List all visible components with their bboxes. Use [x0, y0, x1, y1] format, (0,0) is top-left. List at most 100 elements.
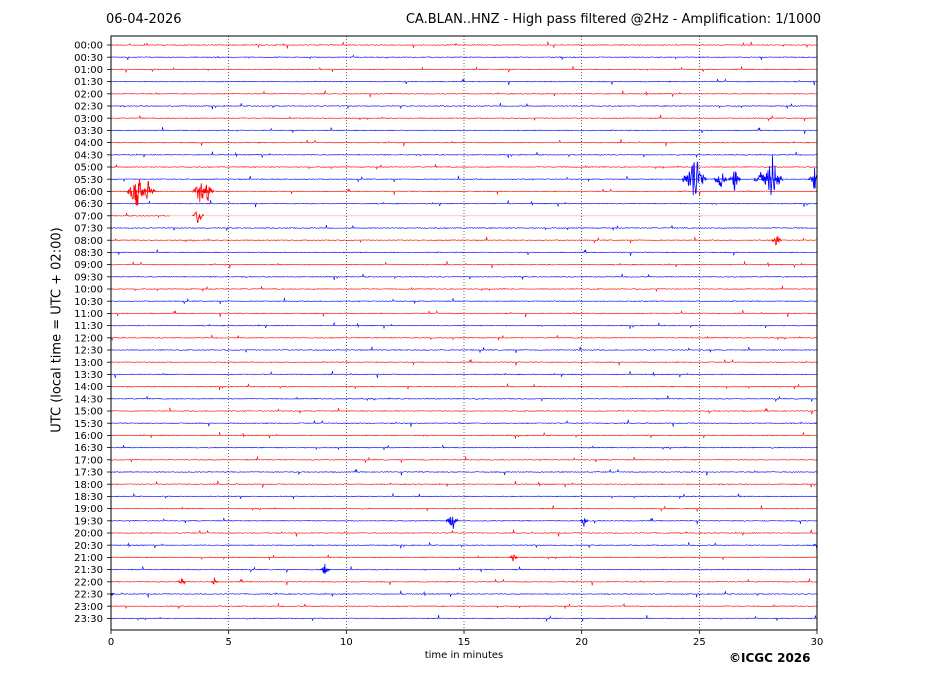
trace-0700: [110, 212, 170, 219]
trace-0830: [110, 249, 817, 256]
x-axis-label: time in minutes: [424, 650, 504, 661]
event-burst: [727, 171, 742, 191]
trace-1030: [110, 297, 817, 305]
row-label: 17:30: [74, 468, 103, 479]
trace-2100: [110, 554, 817, 561]
row-label: 09:30: [74, 272, 103, 283]
row-label: 11:30: [74, 321, 103, 332]
trace-1100: [110, 309, 817, 318]
row-label: 13:00: [74, 358, 103, 369]
row-label: 00:30: [74, 53, 103, 64]
row-label: 09:00: [74, 260, 103, 271]
event-burst: [713, 173, 728, 188]
row-label: 02:30: [74, 102, 103, 113]
x-tick-label: 10: [340, 637, 353, 648]
trace-1000: [110, 285, 817, 293]
row-label: 15:30: [74, 419, 103, 430]
row-label: 08:30: [74, 248, 103, 259]
trace-0900: [110, 261, 817, 269]
x-tick-label: 30: [811, 637, 824, 648]
x-tick-label: 25: [693, 637, 706, 648]
event-burst: [177, 578, 186, 585]
event-burst: [579, 518, 589, 527]
trace-0330: [110, 127, 817, 134]
trace-0530: [110, 175, 817, 183]
event-burst: [681, 161, 707, 196]
row-label: 12:00: [74, 333, 103, 344]
row-label: 08:00: [74, 236, 103, 247]
trace-2330: [110, 614, 817, 622]
row-label: 10:30: [74, 297, 103, 308]
trace-1300: [110, 358, 817, 366]
row-label: 14:00: [74, 382, 103, 393]
trace-0800: [110, 236, 817, 244]
trace-2230: [110, 590, 817, 598]
row-label: 11:00: [74, 309, 103, 320]
row-label: 15:00: [74, 407, 103, 418]
trace-0400: [110, 139, 817, 147]
trace-0500: [110, 164, 817, 171]
event-burst: [192, 183, 209, 203]
trace-0430: [110, 151, 817, 159]
row-label: 04:30: [74, 150, 103, 161]
row-label: 14:30: [74, 394, 103, 405]
row-label: 23:00: [74, 602, 103, 613]
row-label: 20:30: [74, 541, 103, 552]
row-label: 12:30: [74, 346, 103, 357]
event-burst: [509, 553, 518, 562]
trace-1530: [110, 419, 817, 427]
trace-1430: [110, 395, 817, 403]
event-burst: [808, 167, 818, 189]
row-label: 06:30: [74, 199, 103, 210]
trace-2130: [110, 566, 817, 574]
trace-1900: [110, 505, 817, 513]
trace-1600: [110, 432, 817, 439]
trace-0600: [110, 188, 817, 196]
row-label: 13:30: [74, 370, 103, 381]
row-label: 22:30: [74, 590, 103, 601]
trace-0000: [110, 41, 817, 49]
x-tick-label: 15: [458, 637, 471, 648]
row-label: 20:00: [74, 529, 103, 540]
x-tick-label: 0: [108, 637, 114, 648]
row-label: 06:00: [74, 187, 103, 198]
trace-2030: [110, 542, 817, 549]
row-label: 10:00: [74, 285, 103, 296]
row-label: 03:00: [74, 114, 103, 125]
row-label: 01:30: [74, 77, 103, 88]
row-label: 07:00: [74, 211, 103, 222]
event-burst: [210, 577, 219, 585]
event-burst: [192, 211, 204, 224]
trace-1800: [110, 480, 817, 488]
event-burst: [771, 236, 782, 246]
plot-title: CA.BLAN..HNZ - High pass filtered @2Hz -…: [405, 12, 821, 27]
trace-1930: [110, 517, 817, 525]
event-burst: [320, 563, 330, 574]
row-label: 23:30: [74, 614, 103, 625]
event-burst: [141, 180, 156, 200]
row-label: 00:00: [74, 41, 103, 52]
row-label: 04:00: [74, 138, 103, 149]
row-label: 16:00: [74, 431, 103, 442]
trace-1630: [110, 444, 817, 451]
row-label: 18:30: [74, 492, 103, 503]
event-burst: [445, 516, 459, 529]
event-burst: [200, 184, 214, 202]
trace-2000: [110, 529, 817, 537]
copyright: ©ICGC 2026: [729, 651, 811, 665]
trace-0300: [110, 114, 817, 122]
row-label: 05:30: [74, 175, 103, 186]
row-label: 22:00: [74, 577, 103, 588]
row-label: 07:30: [74, 224, 103, 235]
row-label: 03:30: [74, 126, 103, 137]
trace-1700: [110, 456, 817, 464]
trace-0230: [110, 102, 817, 110]
trace-0730: [110, 224, 817, 232]
trace-2300: [110, 603, 817, 610]
row-label: 19:00: [74, 504, 103, 515]
trace-0100: [110, 66, 817, 73]
trace-0030: [110, 54, 817, 61]
event-burst: [753, 171, 768, 182]
row-label: 21:00: [74, 553, 103, 564]
